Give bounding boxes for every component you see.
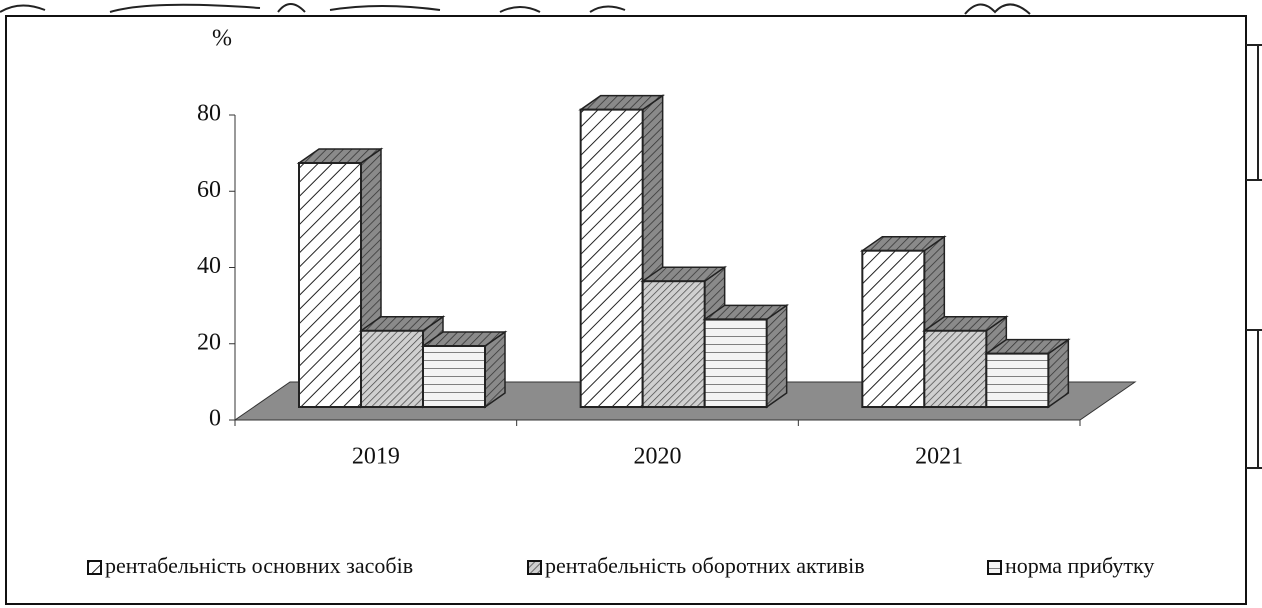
bar [861,249,926,408]
decoration [0,3,1031,15]
bar [923,329,988,408]
y-tick-label: 0 [209,406,221,432]
y-tick-label: 40 [197,253,221,279]
legend-label: норма прибутку [1005,553,1154,578]
legend-marker [987,560,1002,575]
plot: 0 20 40 60 80 2019 2020 2021 рентабельність осно… [87,94,1154,578]
bar [579,108,644,408]
y-tick-label: 80 [197,101,221,127]
legend-marker [527,560,542,575]
legend-marker [87,560,102,575]
y-axis-label: % [212,26,232,52]
decoration [1246,44,1262,469]
x-tick-label: 2020 [634,444,682,470]
y-tick-label: 20 [197,329,221,355]
bar-side [765,303,788,409]
bar [360,329,424,408]
bar [298,162,362,408]
legend-label: рентабельність основних засобів [105,553,413,578]
bar [641,280,706,408]
bar [422,345,486,408]
x-tick-label: 2019 [352,444,400,470]
y-tick-label: 60 [197,177,221,203]
legend-label: рентабельність оборотних активів [545,553,865,578]
x-tick-label: 2021 [915,444,963,470]
bar [703,318,768,408]
bar [985,352,1050,408]
